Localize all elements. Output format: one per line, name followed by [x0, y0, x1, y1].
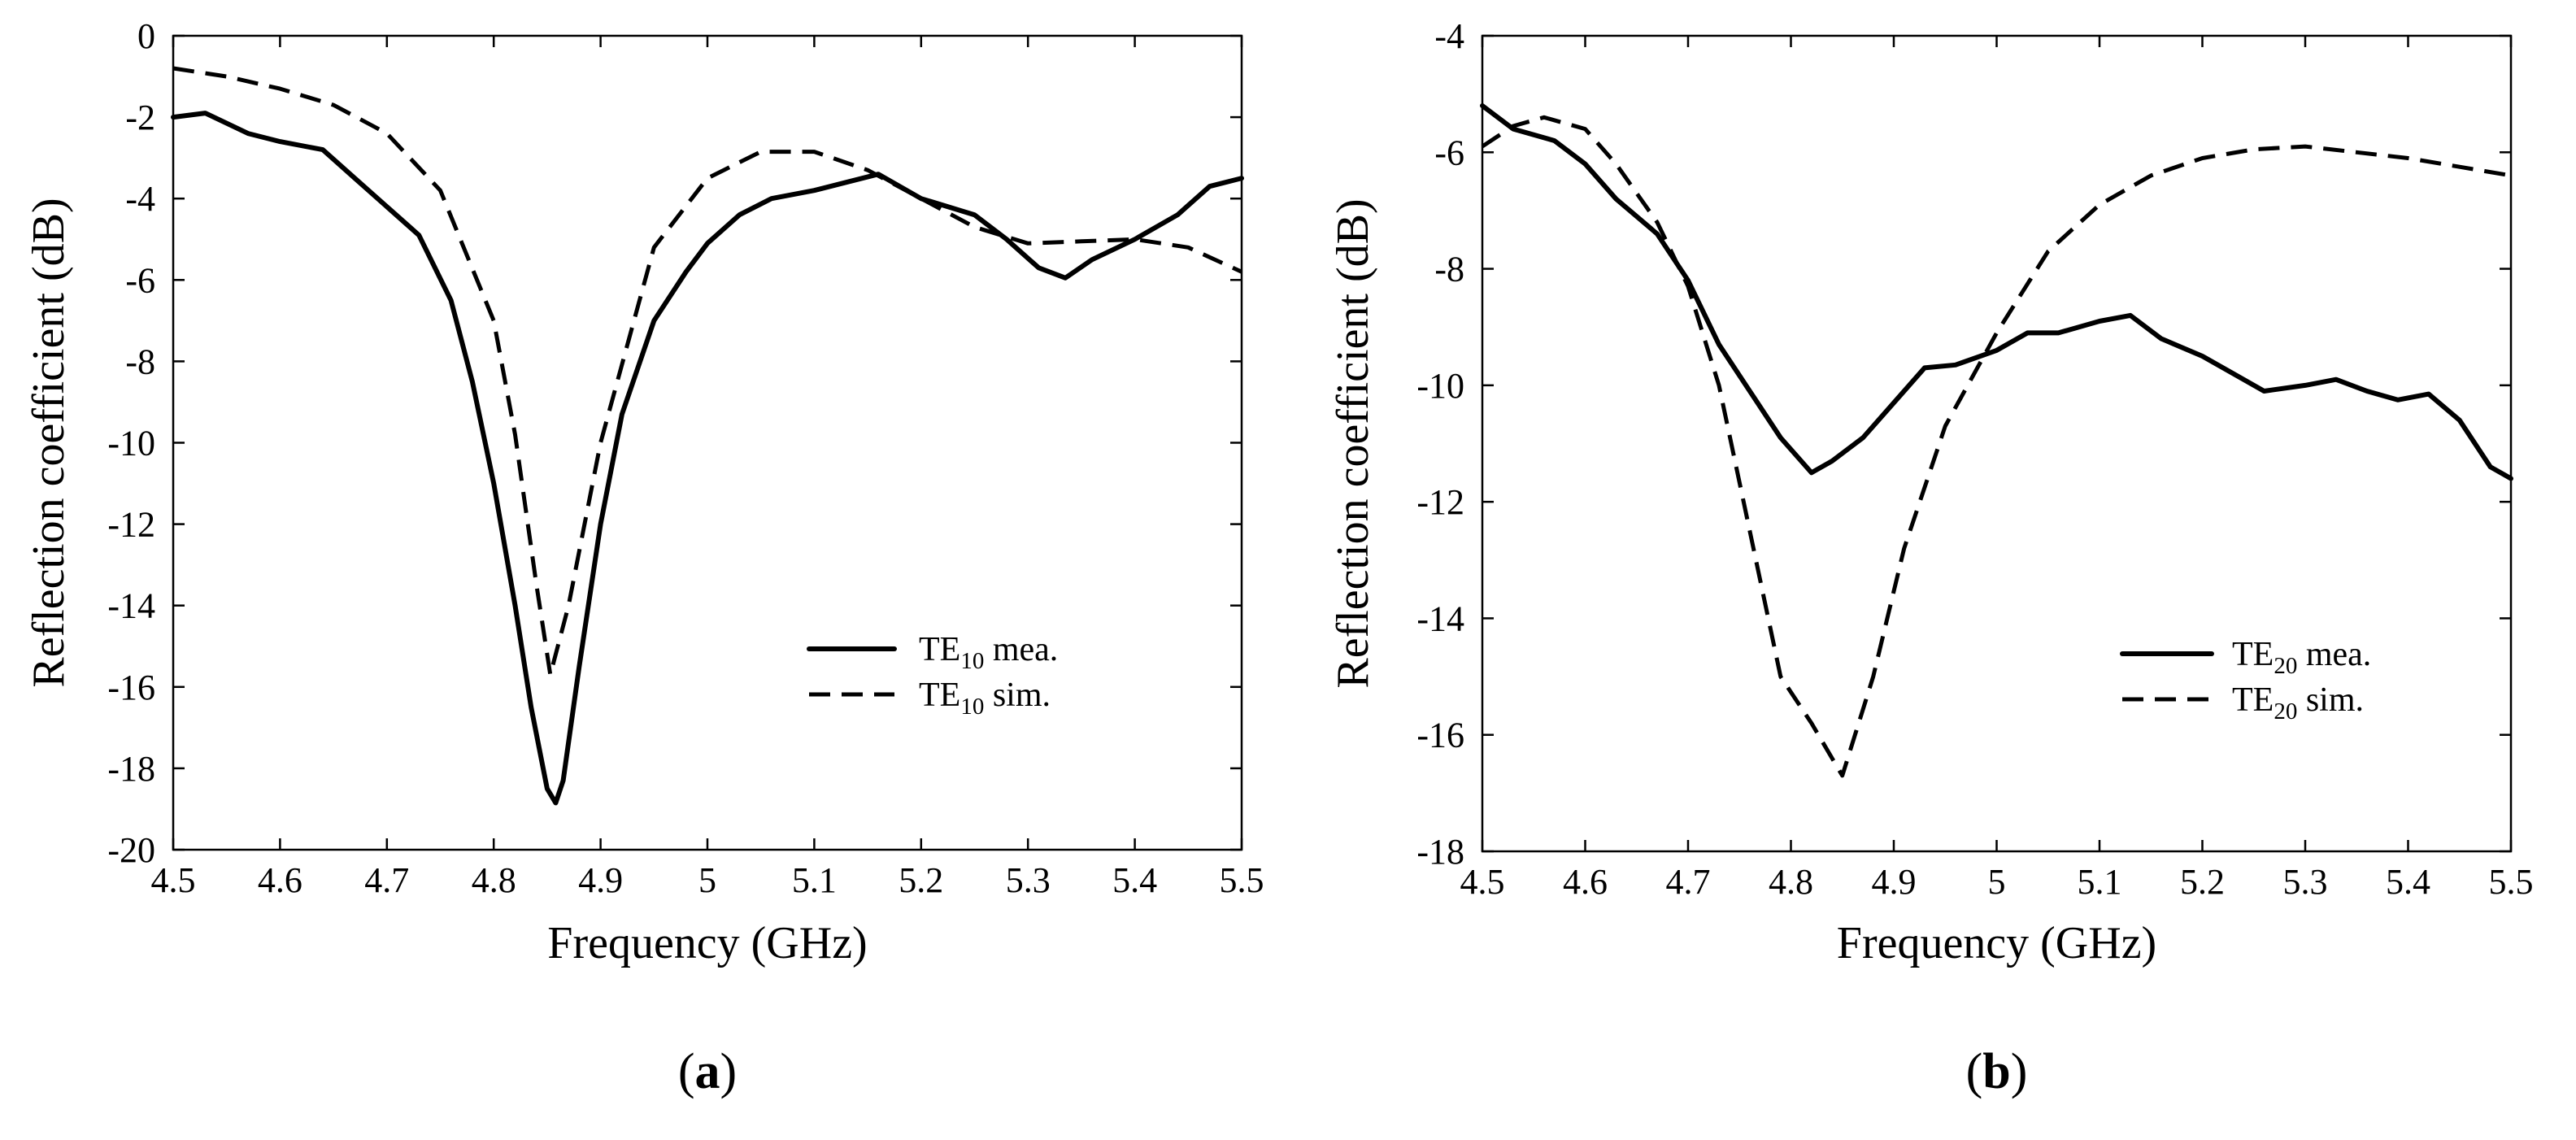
x-tick-label: 5.1	[2078, 862, 2122, 902]
legend-suffix: sim.	[2297, 681, 2364, 719]
y-axis-label: Reflection coefficient (dB)	[1328, 198, 1378, 688]
x-tick-label: 5.1	[792, 860, 837, 900]
y-tick-label: -12	[107, 505, 155, 545]
x-tick-label: 5.2	[899, 860, 943, 900]
x-tick-label: 4.7	[364, 860, 409, 900]
x-tick-label: 5	[698, 860, 716, 900]
y-tick-label: -14	[107, 586, 155, 626]
y-tick-label: -6	[1434, 133, 1464, 172]
y-axis-label: Reflection coefficient (dB)	[24, 198, 74, 687]
x-tick-label: 5.2	[2180, 862, 2225, 902]
x-tick-label: 4.8	[472, 860, 516, 900]
series-line-te20-mea-	[1480, 103, 2513, 481]
y-tick-label: -6	[125, 260, 155, 300]
x-tick-label: 4.8	[1769, 862, 1813, 902]
x-tick-label: 4.5	[151, 860, 196, 900]
y-tick-label: 0	[137, 16, 155, 56]
y-tick-label: -14	[1416, 598, 1464, 638]
x-axis-label: Frequency (GHz)	[1837, 918, 2156, 968]
legend-subscript: 20	[2274, 698, 2297, 724]
panel-label: (a)	[678, 1044, 737, 1099]
panel-letter: b	[1982, 1044, 2010, 1099]
y-tick-label: -20	[107, 830, 155, 870]
legend-entry: TE10 sim.	[919, 677, 1051, 720]
legend-subscript: 10	[960, 694, 984, 720]
series-line-te10-sim-	[172, 66, 1243, 677]
y-tick-label: -16	[1416, 716, 1464, 755]
legend-subscript: 10	[960, 648, 984, 674]
panel-letter: a	[695, 1044, 720, 1099]
legend-suffix: mea.	[2297, 636, 2371, 673]
legend-main: TE	[919, 677, 960, 714]
y-tick-label: -10	[1416, 366, 1464, 406]
y-tick-label: -10	[107, 424, 155, 463]
x-tick-label: 4.9	[1872, 862, 1917, 902]
plot-frame	[1481, 34, 2513, 853]
x-tick-label: 5.3	[1006, 860, 1051, 900]
x-tick-label: 4.6	[258, 860, 302, 900]
series-line-te20-sim-	[1481, 115, 2512, 778]
legend-main: TE	[919, 631, 960, 668]
y-tick-label: -4	[125, 179, 155, 219]
y-tick-label: -16	[107, 668, 155, 707]
legend-main: TE	[2232, 681, 2274, 719]
chart-panel-a: 4.5 4.6 4.7 4.8 4.9 5 5.1 5.2 5.3 5.4 5.5 0 -2 -4 -6 -8…	[24, 16, 1264, 1099]
x-tick-label: 5.5	[2489, 862, 2534, 902]
legend-entry: TE10 mea.	[919, 631, 1058, 674]
legend-main: TE	[2232, 636, 2274, 673]
x-tick-label: 5.5	[1220, 860, 1264, 900]
x-tick-label: 5.4	[1112, 860, 1157, 900]
x-tick-label: 5.3	[2283, 862, 2328, 902]
x-tick-label: 5.4	[2386, 862, 2430, 902]
y-tick-label: -2	[125, 98, 155, 137]
legend-entry: TE20 sim.	[2232, 681, 2364, 724]
y-tick-label: -18	[1416, 832, 1464, 872]
panel-label: (b)	[1966, 1044, 2028, 1099]
x-tick-label: 5	[1988, 862, 2006, 902]
chart-panel-b: 4.5 4.6 4.7 4.8 4.9 5 5.1 5.2 5.3 5.4 5.5 -4 -6 -8 -10…	[1328, 16, 2534, 1099]
legend-entry: TE20 mea.	[2232, 636, 2371, 679]
x-tick-label: 4.7	[1666, 862, 1711, 902]
legend-subscript: 20	[2274, 653, 2297, 679]
legend-suffix: sim.	[984, 677, 1051, 714]
legend-suffix: mea.	[984, 631, 1058, 668]
y-tick-label: -18	[107, 749, 155, 789]
y-tick-label: -4	[1434, 16, 1464, 56]
series-line-te10-mea-	[171, 111, 1244, 806]
y-tick-label: -8	[1434, 250, 1464, 289]
x-tick-label: 4.5	[1460, 862, 1505, 902]
x-axis-label: Frequency (GHz)	[547, 918, 867, 968]
x-tick-label: 4.6	[1563, 862, 1608, 902]
y-tick-label: -8	[125, 342, 155, 381]
y-tick-label: -12	[1416, 482, 1464, 522]
x-tick-label: 4.9	[578, 860, 623, 900]
